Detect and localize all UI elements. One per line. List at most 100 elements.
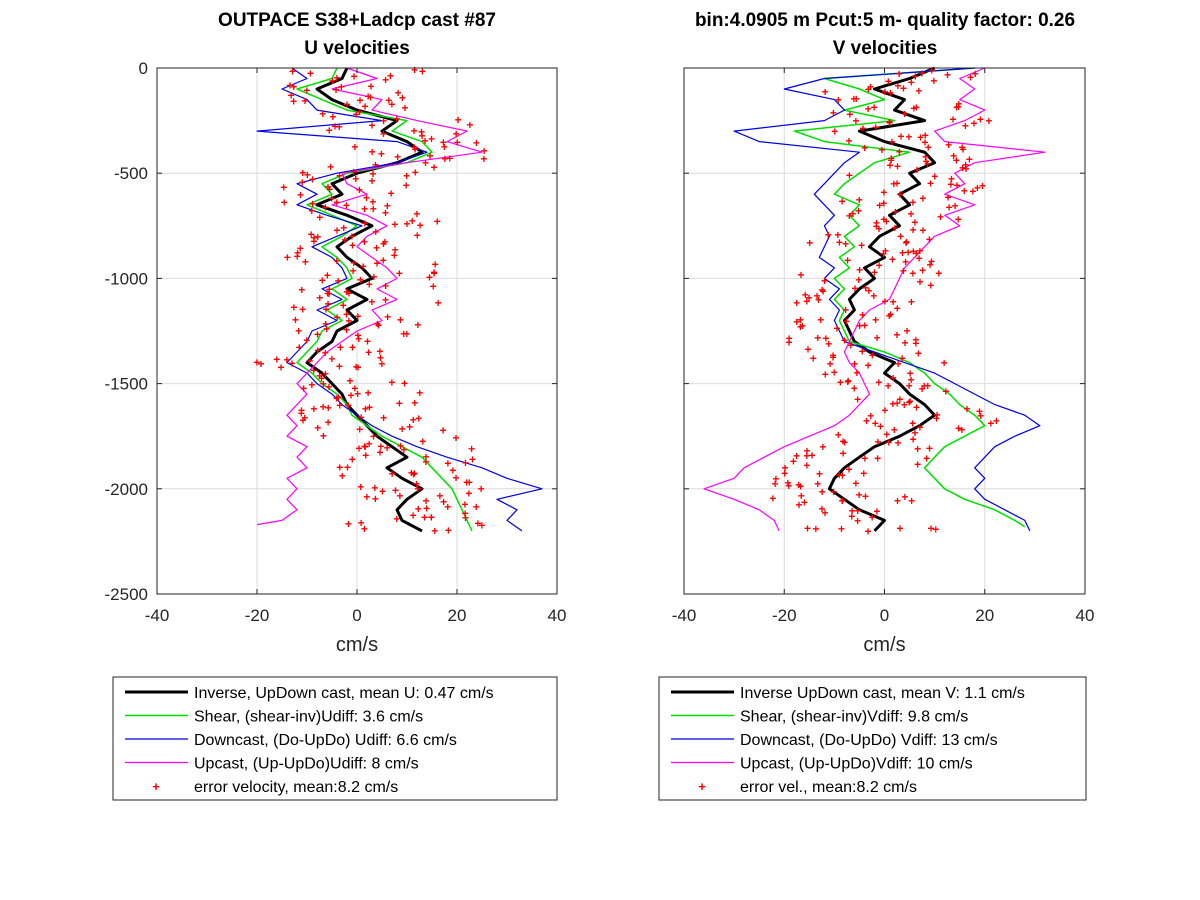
error-velocity-point: + (987, 416, 994, 430)
error-velocity-point: + (841, 435, 848, 449)
error-velocity-point: + (786, 336, 793, 350)
error-velocity-point: + (896, 392, 903, 406)
error-velocity-point: + (942, 385, 949, 399)
error-velocity-point: + (358, 411, 365, 425)
error-velocity-point: + (362, 448, 369, 462)
error-velocity-point: + (852, 114, 859, 128)
left-title-line2: U velocities (304, 38, 410, 59)
error-velocity-point: + (396, 397, 403, 411)
error-velocity-point: + (915, 84, 922, 98)
error-velocity-point: + (349, 340, 356, 354)
legend-entry-4: error velocity, mean:8.2 cm/s (194, 779, 398, 796)
error-velocity-point: + (889, 397, 896, 411)
error-velocity-point: + (406, 420, 413, 434)
error-velocity-point: + (897, 229, 904, 243)
error-velocity-point: + (380, 237, 387, 251)
error-velocity-point: + (977, 409, 984, 423)
x-axis-label: cm/s (863, 634, 905, 656)
error-velocity-point: + (850, 92, 857, 106)
error-velocity-point: + (851, 357, 858, 371)
error-velocity-point: + (422, 156, 429, 170)
error-velocity-point: + (415, 411, 422, 425)
error-velocity-point: + (928, 254, 935, 268)
error-velocity-point: + (419, 434, 426, 448)
error-velocity-point: + (885, 379, 892, 393)
error-velocity-point: + (436, 489, 443, 503)
error-velocity-point: + (378, 357, 385, 371)
error-velocity-point: + (869, 511, 876, 525)
error-velocity-point: + (382, 293, 389, 307)
error-velocity-point: + (453, 471, 460, 485)
error-velocity-point: + (922, 136, 929, 150)
error-velocity-point: + (444, 500, 451, 514)
error-velocity-point: + (909, 266, 916, 280)
error-velocity-point: + (351, 140, 358, 154)
error-velocity-point: + (797, 268, 804, 282)
error-velocity-point: + (350, 165, 357, 179)
error-velocity-point: + (769, 491, 776, 505)
error-velocity-point: + (885, 436, 892, 450)
error-velocity-point: + (837, 376, 844, 390)
error-velocity-point: + (324, 268, 331, 282)
error-velocity-point: + (782, 461, 789, 475)
error-velocity-point: + (819, 283, 826, 297)
legend-entry-0: Inverse, UpDown cast, mean U: 0.47 cm/s (194, 685, 494, 702)
error-velocity-point: + (356, 441, 363, 455)
error-velocity-point: + (355, 332, 362, 346)
error-velocity-point: + (895, 357, 902, 371)
error-velocity-point: + (345, 314, 352, 328)
error-velocity-point: + (846, 107, 853, 121)
error-velocity-point: + (480, 152, 487, 166)
error-velocity-point: + (322, 367, 329, 381)
error-velocity-point: + (865, 82, 872, 96)
error-velocity-point: + (336, 169, 343, 183)
error-velocity-point: + (872, 417, 879, 431)
error-velocity-point: + (814, 289, 821, 303)
error-velocity-point: + (880, 196, 887, 210)
legend-swatch-error: + (698, 779, 706, 794)
error-velocity-point: + (345, 286, 352, 300)
error-velocity-point: + (462, 456, 469, 470)
error-velocity-point: + (361, 235, 368, 249)
legend-entry-3: Upcast, (Up-UpDo)Udiff: 8 cm/s (194, 756, 419, 773)
error-velocity-point: + (804, 522, 811, 536)
error-velocity-point: + (916, 421, 923, 435)
error-velocity-point: + (924, 157, 931, 171)
error-velocity-point: + (325, 401, 332, 415)
error-velocity-point: + (872, 120, 879, 134)
error-velocity-point: + (367, 80, 374, 94)
error-velocity-point: + (881, 295, 888, 309)
error-velocity-point: + (827, 357, 834, 371)
error-velocity-point: + (409, 214, 416, 228)
error-velocity-point: + (836, 468, 843, 482)
error-velocity-point: + (915, 347, 922, 361)
error-velocity-point: + (833, 322, 840, 336)
error-velocity-point: + (908, 494, 915, 508)
error-velocity-point: + (373, 241, 380, 255)
series-line-1 (793, 67, 1026, 528)
error-velocity-point: + (873, 216, 880, 230)
error-velocity-point: + (435, 296, 442, 310)
error-velocity-point: + (350, 264, 357, 278)
error-velocity-point: + (849, 504, 856, 518)
error-velocity-point: + (880, 186, 887, 200)
error-velocity-point: + (914, 457, 921, 471)
error-velocity-point: + (880, 213, 887, 227)
error-velocity-point: + (370, 202, 377, 216)
error-velocity-point: + (444, 457, 451, 471)
error-velocity-point: + (860, 122, 867, 136)
error-velocity-point: + (334, 224, 341, 238)
error-velocity-point: + (867, 409, 874, 423)
error-velocity-point: + (414, 229, 421, 243)
error-velocity-point: + (907, 395, 914, 409)
error-velocity-point: + (959, 161, 966, 175)
error-velocity-point: + (927, 177, 934, 191)
error-velocity-point: + (913, 401, 920, 415)
error-velocity-point: + (836, 235, 843, 249)
error-velocity-point: + (797, 320, 804, 334)
error-velocity-point: + (368, 295, 375, 309)
legend-entry-0: Inverse UpDown cast, mean V: 1.1 cm/s (740, 685, 1025, 702)
error-velocity-point: + (414, 482, 421, 496)
error-velocity-point: + (935, 266, 942, 280)
error-velocity-point: + (445, 523, 452, 537)
